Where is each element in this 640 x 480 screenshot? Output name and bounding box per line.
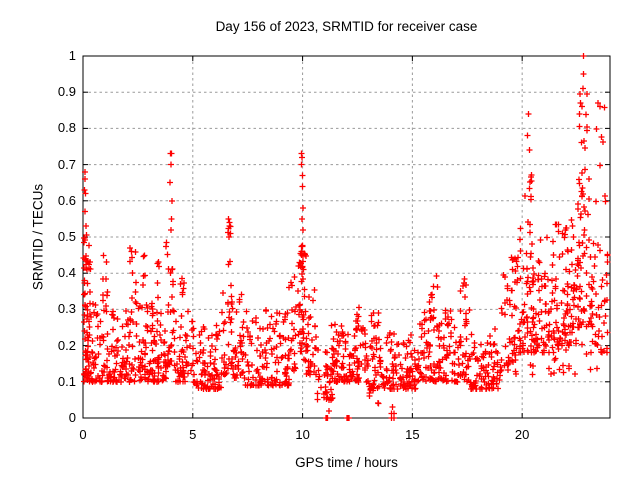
y-tick-label: 0.5 xyxy=(57,229,76,244)
y-tick-label: 0.3 xyxy=(57,301,76,317)
y-tick-label: 0.8 xyxy=(57,120,76,136)
y-tick-label: 0 xyxy=(68,410,76,425)
y-tick-label: 0.7 xyxy=(57,156,76,172)
x-tick-label: 0 xyxy=(79,427,87,442)
chart-title: Day 156 of 2023, SRMTID for receiver cas… xyxy=(215,19,478,34)
x-tick-label: 10 xyxy=(295,427,310,442)
y-tick-label: 0.9 xyxy=(57,84,76,100)
x-tick-label: 20 xyxy=(514,427,530,442)
y-tick-label: 0.4 xyxy=(57,265,76,281)
y-tick-label: 0.1 xyxy=(57,373,76,389)
x-axis-label: GPS time / hours xyxy=(295,455,398,470)
y-tick-label: 0.2 xyxy=(57,337,76,353)
y-tick-label: 1 xyxy=(68,48,76,63)
x-tick-label: 15 xyxy=(405,427,420,442)
x-tick-label: 5 xyxy=(189,427,197,442)
y-tick-label: 0.6 xyxy=(57,192,76,208)
scatter-points xyxy=(80,53,611,421)
